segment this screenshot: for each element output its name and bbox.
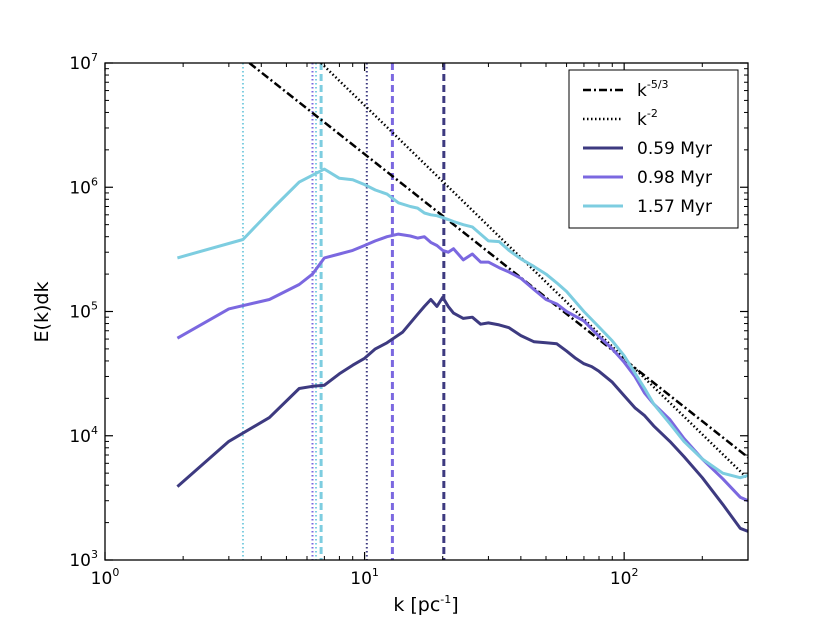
y-axis-label: E(k)dk — [31, 282, 53, 343]
reference-power-laws — [248, 63, 748, 480]
legend-label-3: 0.98 Myr — [637, 168, 712, 188]
y-tick-label-0: 103 — [69, 548, 98, 571]
vertical-scale-lines — [241, 63, 446, 560]
y-tick-label-3: 106 — [69, 175, 98, 198]
x-axis-label: k [pc-1] — [393, 593, 458, 616]
spectrum-series — [176, 167, 748, 533]
legend: k-5/3 k-2 0.59 Myr 0.98 Myr 1.57 Myr — [568, 69, 739, 229]
x-tick-label-2: 102 — [610, 566, 639, 589]
y-tick-label-4: 107 — [69, 51, 98, 74]
series-line-2 — [176, 167, 748, 480]
y-tick-label-1: 104 — [69, 424, 98, 447]
series-line-1 — [176, 232, 748, 503]
legend-label-1: k-2 — [637, 107, 658, 130]
x-tick-label-1: 101 — [350, 566, 379, 589]
legend-label-2: 0.59 Myr — [637, 139, 712, 159]
axis-ticks — [104, 62, 749, 561]
y-tick-label-2: 105 — [69, 300, 98, 323]
x-tick-label-0: 100 — [91, 566, 120, 589]
legend-label-0: k-5/3 — [637, 78, 669, 101]
axis-tick-labels: 100 101 102 103 104 105 106 107 — [69, 51, 638, 589]
series-line-0 — [176, 295, 748, 533]
legend-label-4: 1.57 Myr — [637, 197, 712, 217]
reference-line-0 — [248, 63, 748, 459]
reference-line-1 — [320, 63, 748, 480]
